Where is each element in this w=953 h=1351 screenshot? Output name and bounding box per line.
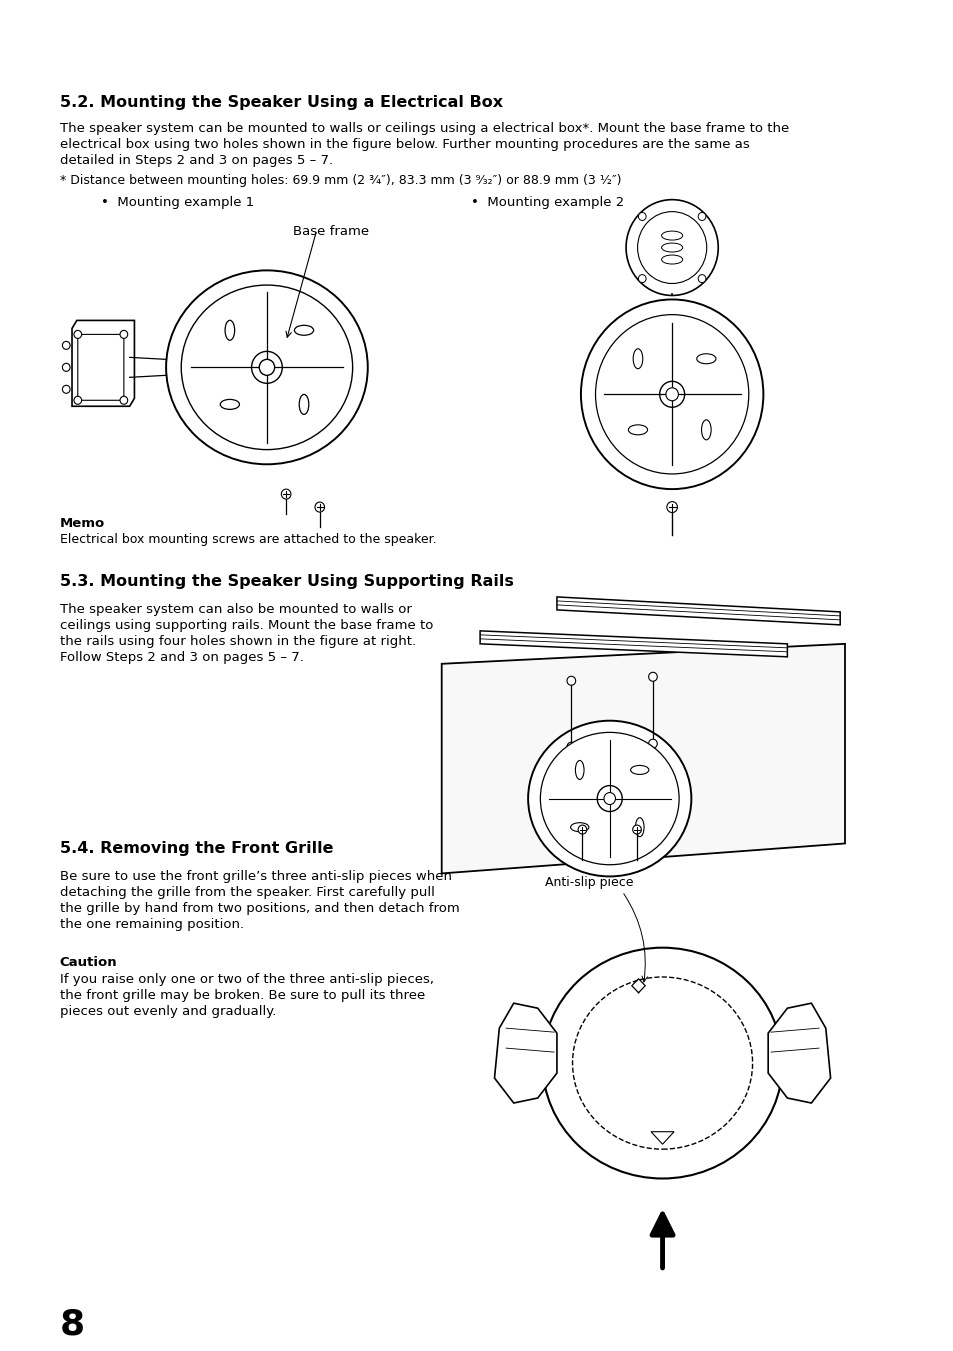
Text: detaching the grille from the speaker. First carefully pull: detaching the grille from the speaker. F… (59, 886, 434, 900)
Ellipse shape (572, 977, 752, 1150)
Text: ceilings using supporting rails. Mount the base frame to: ceilings using supporting rails. Mount t… (59, 619, 433, 632)
Text: * Distance between mounting holes: 69.9 mm (2 ¾″), 83.3 mm (3 ⁹⁄₃₂″) or 88.9 mm : * Distance between mounting holes: 69.9 … (59, 174, 620, 186)
Ellipse shape (660, 243, 682, 253)
Polygon shape (479, 631, 786, 657)
Polygon shape (557, 597, 840, 626)
Text: pieces out evenly and gradually.: pieces out evenly and gradually. (59, 1005, 275, 1019)
Polygon shape (441, 644, 844, 874)
Circle shape (648, 739, 657, 748)
Circle shape (666, 501, 677, 512)
Text: 5.4. Removing the Front Grille: 5.4. Removing the Front Grille (59, 842, 333, 857)
Circle shape (120, 331, 128, 338)
Circle shape (625, 200, 718, 296)
Text: the front grille may be broken. Be sure to pull its three: the front grille may be broken. Be sure … (59, 989, 424, 1002)
Circle shape (648, 673, 657, 681)
Text: Base frame: Base frame (293, 224, 369, 238)
Circle shape (62, 385, 70, 393)
Text: Caution: Caution (59, 957, 117, 969)
Circle shape (62, 363, 70, 372)
Circle shape (659, 381, 684, 407)
Circle shape (632, 825, 640, 834)
Ellipse shape (575, 761, 583, 780)
Polygon shape (650, 1132, 674, 1144)
Circle shape (281, 489, 291, 499)
Ellipse shape (660, 231, 682, 240)
Ellipse shape (294, 326, 314, 335)
Ellipse shape (542, 947, 781, 1178)
Circle shape (637, 212, 706, 284)
Circle shape (698, 212, 705, 220)
Ellipse shape (220, 400, 239, 409)
Text: the rails using four holes shown in the figure at right.: the rails using four holes shown in the … (59, 635, 416, 648)
Circle shape (566, 677, 575, 685)
Circle shape (259, 359, 274, 376)
Circle shape (314, 503, 324, 512)
Ellipse shape (570, 823, 588, 832)
Text: The speaker system can be mounted to walls or ceilings using a electrical box*. : The speaker system can be mounted to wal… (59, 122, 788, 135)
Ellipse shape (299, 394, 309, 415)
Ellipse shape (528, 720, 691, 877)
Ellipse shape (696, 354, 715, 363)
Ellipse shape (630, 766, 648, 774)
Text: Follow Steps 2 and 3 on pages 5 – 7.: Follow Steps 2 and 3 on pages 5 – 7. (59, 651, 303, 663)
Ellipse shape (633, 349, 642, 369)
Ellipse shape (700, 420, 710, 440)
Text: electrical box using two holes shown in the figure below. Further mounting proce: electrical box using two holes shown in … (59, 138, 748, 151)
Polygon shape (494, 1004, 557, 1102)
Circle shape (74, 396, 82, 404)
Ellipse shape (166, 270, 367, 465)
Circle shape (252, 351, 282, 384)
Text: Be sure to use the front grille’s three anti-slip pieces when: Be sure to use the front grille’s three … (59, 870, 451, 884)
Circle shape (638, 212, 645, 220)
Circle shape (580, 300, 762, 489)
Text: Memo: Memo (59, 517, 105, 530)
Text: 5.3. Mounting the Speaker Using Supporting Rails: 5.3. Mounting the Speaker Using Supporti… (59, 574, 513, 589)
Circle shape (597, 785, 621, 812)
Text: The speaker system can also be mounted to walls or: The speaker system can also be mounted t… (59, 603, 411, 616)
Text: 8: 8 (59, 1308, 85, 1342)
Circle shape (698, 274, 705, 282)
Circle shape (595, 315, 748, 474)
Circle shape (62, 342, 70, 350)
FancyBboxPatch shape (78, 335, 124, 400)
Text: If you raise only one or two of the three anti-slip pieces,: If you raise only one or two of the thre… (59, 973, 433, 986)
Ellipse shape (635, 817, 643, 836)
Circle shape (120, 396, 128, 404)
Ellipse shape (181, 285, 353, 450)
Text: detailed in Steps 2 and 3 on pages 5 – 7.: detailed in Steps 2 and 3 on pages 5 – 7… (59, 154, 333, 166)
Text: •  Mounting example 2: • Mounting example 2 (470, 196, 623, 208)
Circle shape (638, 274, 645, 282)
Text: •  Mounting example 1: • Mounting example 1 (101, 196, 253, 208)
Circle shape (603, 793, 615, 805)
Ellipse shape (660, 255, 682, 263)
Text: Anti-slip piece: Anti-slip piece (545, 877, 633, 889)
Circle shape (578, 825, 586, 834)
Polygon shape (71, 320, 134, 407)
Ellipse shape (225, 320, 234, 340)
Circle shape (566, 742, 575, 751)
Ellipse shape (628, 424, 647, 435)
Circle shape (74, 331, 82, 338)
Text: the one remaining position.: the one remaining position. (59, 919, 243, 931)
Polygon shape (767, 1004, 830, 1102)
Ellipse shape (539, 732, 679, 865)
Text: 5.2. Mounting the Speaker Using a Electrical Box: 5.2. Mounting the Speaker Using a Electr… (59, 95, 502, 109)
Text: Electrical box mounting screws are attached to the speaker.: Electrical box mounting screws are attac… (59, 534, 436, 546)
Text: the grille by hand from two positions, and then detach from: the grille by hand from two positions, a… (59, 902, 458, 916)
Circle shape (665, 388, 678, 401)
